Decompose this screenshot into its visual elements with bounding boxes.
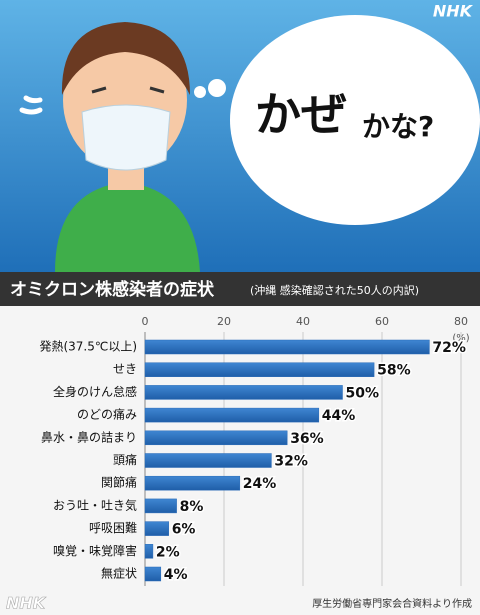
y-tick-label: 頭痛	[113, 452, 137, 467]
x-tick-label: 20	[217, 315, 231, 328]
x-tick-label: 60	[375, 315, 389, 328]
speech-bubble: かぜ かな?	[194, 15, 480, 225]
value-label: 44%	[322, 408, 356, 424]
logo: NHK	[6, 594, 47, 613]
person	[19, 22, 200, 272]
y-tick-label: 発熱(37.5℃以上)	[39, 340, 137, 354]
value-label: 58%	[377, 363, 411, 379]
source: 厚生労働省専門家会合資料より作成	[312, 597, 472, 610]
bubble-main-text: かぜ	[255, 88, 347, 142]
y-tick-label: おう吐・吐き気	[53, 497, 137, 512]
y-tick-label: 嗅覚・味覚障害	[53, 543, 137, 558]
value-label: 72%	[432, 340, 466, 356]
bar	[144, 521, 169, 536]
value-label: 2%	[156, 544, 180, 560]
y-tick-label: 鼻水・鼻の詰まり	[41, 429, 137, 444]
title-bar	[0, 272, 480, 306]
value-label: 8%	[180, 499, 204, 515]
x-tick-label: 80	[454, 315, 468, 328]
bar	[144, 430, 288, 446]
bar	[144, 475, 241, 491]
value-label: 50%	[346, 385, 380, 401]
x-tick-label: 40	[296, 315, 310, 328]
y-tick-label: 全身のけん怠感	[53, 384, 137, 399]
value-label: 32%	[274, 454, 308, 470]
chart-title: オミクロン株感染者の症状	[10, 279, 215, 300]
y-tick-label: 関節痛	[101, 475, 137, 490]
chart-subtitle: (沖縄 感染確認された50人の内訳)	[250, 283, 419, 297]
bar	[144, 544, 154, 559]
y-tick-label: 無症状	[101, 566, 137, 581]
y-tick-label: 呼吸困難	[89, 520, 137, 535]
bar	[144, 339, 430, 355]
bar	[144, 498, 177, 514]
value-label: 4%	[164, 567, 188, 583]
logo: NHK	[433, 2, 474, 21]
value-label: 36%	[290, 431, 324, 447]
bar	[144, 566, 162, 582]
bubble-sub-text: かな?	[362, 110, 434, 143]
value-label: 24%	[243, 476, 277, 492]
bar	[144, 362, 375, 377]
value-label: 6%	[172, 522, 196, 538]
y-tick-label: のどの痛み	[77, 407, 137, 422]
bar	[144, 385, 343, 400]
y-tick-label: せき	[113, 362, 137, 376]
x-tick-label: 0	[142, 315, 149, 328]
bar	[144, 453, 272, 468]
bar	[144, 407, 320, 423]
